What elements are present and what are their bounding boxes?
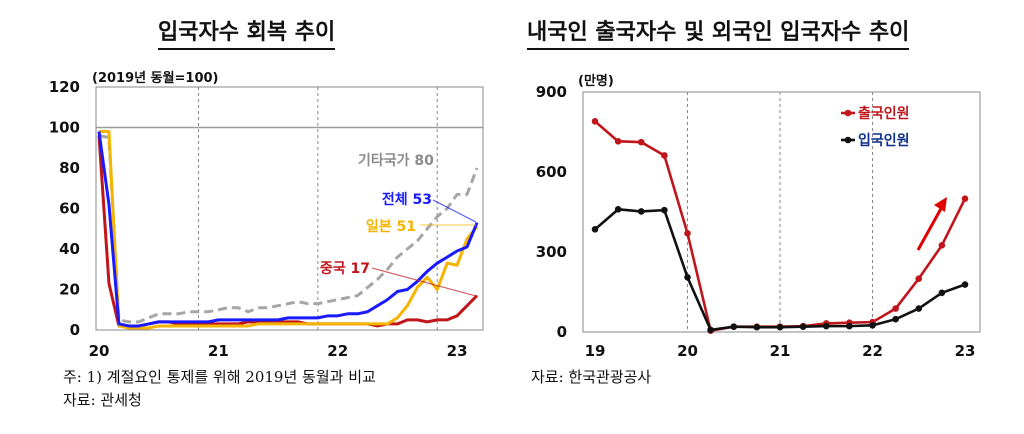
chart2-legend-label-입국인원: 입국인원 xyxy=(858,132,910,149)
chart2-point-입국인원-15 xyxy=(938,289,946,297)
chart1-unit-label: (2019년 동월=100) xyxy=(92,70,219,86)
chart2-point-출국인원-3 xyxy=(661,152,668,159)
chart2-xtick-20: 20 xyxy=(677,342,698,360)
chart2-xtick-23: 23 xyxy=(955,342,976,360)
chart1-ytick-80: 80 xyxy=(59,159,80,177)
chart1-leader-전체 xyxy=(432,199,477,223)
chart2-point-입국인원-2 xyxy=(637,208,645,215)
chart1-label-중국: 중국 17 xyxy=(320,261,370,277)
chart2-point-입국인원-6 xyxy=(730,323,738,330)
chart2-plot-frame xyxy=(582,91,981,333)
chart2-source: 자료: 한국관광공사 xyxy=(531,368,652,386)
chart2-point-입국인원-7 xyxy=(753,323,761,331)
chart2-trend-arrow-shaft xyxy=(916,204,945,251)
chart1-series-일본 xyxy=(99,130,479,330)
chart2-xtick-21: 21 xyxy=(770,342,791,360)
chart1-ytick-40: 40 xyxy=(59,240,80,258)
chart2-ytick-0: 0 xyxy=(557,323,567,341)
chart2-legend-marker-입국인원 xyxy=(844,136,852,144)
chart2-title: 내국인 출국자수 및 외국인 입국자수 추이 xyxy=(527,14,910,50)
chart1-ytick-0: 0 xyxy=(70,321,80,339)
chart1-label-전체: 전체 53 xyxy=(382,191,432,208)
chart2-ytick-600: 600 xyxy=(536,163,567,181)
chart1-title: 입국자수 회복 추이 xyxy=(158,14,336,50)
chart2-legend-label-출국인원: 출국인원 xyxy=(858,105,910,122)
chart2-point-입국인원-8 xyxy=(776,323,784,331)
chart2-point-출국인원-14 xyxy=(915,275,923,282)
chart2-legend-marker-출국인원 xyxy=(844,109,852,117)
chart2-point-출국인원-0 xyxy=(591,118,599,125)
chart2-ytick-900: 900 xyxy=(536,83,567,101)
chart1-xtick-20: 20 xyxy=(89,342,110,360)
chart2-point-출국인원-16 xyxy=(961,195,969,202)
chart2-point-입국인원-10 xyxy=(822,322,830,330)
chart1-label-기타국가: 기타국가 80 xyxy=(358,153,434,169)
chart2-point-입국인원-9 xyxy=(799,323,807,330)
chart1-source: 자료: 관세청 xyxy=(63,391,142,409)
chart1-series-기타국가 xyxy=(98,134,479,324)
chart2-xtick-22: 22 xyxy=(862,342,883,360)
chart2-point-입국인원-11 xyxy=(846,322,853,330)
chart1-ytick-20: 20 xyxy=(59,281,80,299)
chart1-label-일본: 일본 51 xyxy=(366,219,416,235)
chart2-point-입국인원-16 xyxy=(961,281,969,288)
chart2-series-입국인원 xyxy=(594,208,966,332)
chart2-point-출국인원-1 xyxy=(614,138,622,145)
chart2-point-입국인원-5 xyxy=(707,326,714,334)
chart1-ytick-100: 100 xyxy=(49,119,80,137)
chart2-trend-arrow-head xyxy=(934,197,947,212)
chart1-series-전체 xyxy=(97,131,479,328)
chart1-leader-중국 xyxy=(371,267,477,297)
chart1-xtick-23: 23 xyxy=(447,342,468,360)
chart2-point-출국인원-13 xyxy=(892,305,899,312)
chart2-xtick-19: 19 xyxy=(585,342,606,360)
chart2-point-출국인원-2 xyxy=(637,138,645,146)
chart1-plot-frame xyxy=(95,86,484,331)
chart1-ytick-120: 120 xyxy=(49,78,80,96)
chart2-point-출국인원-4 xyxy=(684,230,691,237)
chart1-xtick-22: 22 xyxy=(327,342,348,360)
chart2-point-입국인원-14 xyxy=(915,305,923,312)
chart2-point-입국인원-4 xyxy=(684,274,691,281)
chart2-point-입국인원-12 xyxy=(869,322,876,329)
chart1-ytick-60: 60 xyxy=(59,200,80,218)
chart2-point-입국인원-13 xyxy=(892,315,899,323)
chart2-point-입국인원-1 xyxy=(614,206,622,213)
chart1-xtick-21: 21 xyxy=(208,342,229,360)
chart2-point-입국인원-3 xyxy=(661,206,668,214)
chart2-point-입국인원-0 xyxy=(591,226,599,233)
chart2-ytick-300: 300 xyxy=(536,243,567,261)
chart1-note: 주: 1) 계절요인 통제를 위해 2019년 동월과 비교 xyxy=(63,368,376,386)
chart2-point-출국인원-15 xyxy=(938,242,946,249)
chart2-unit-label: (만명) xyxy=(578,73,614,89)
